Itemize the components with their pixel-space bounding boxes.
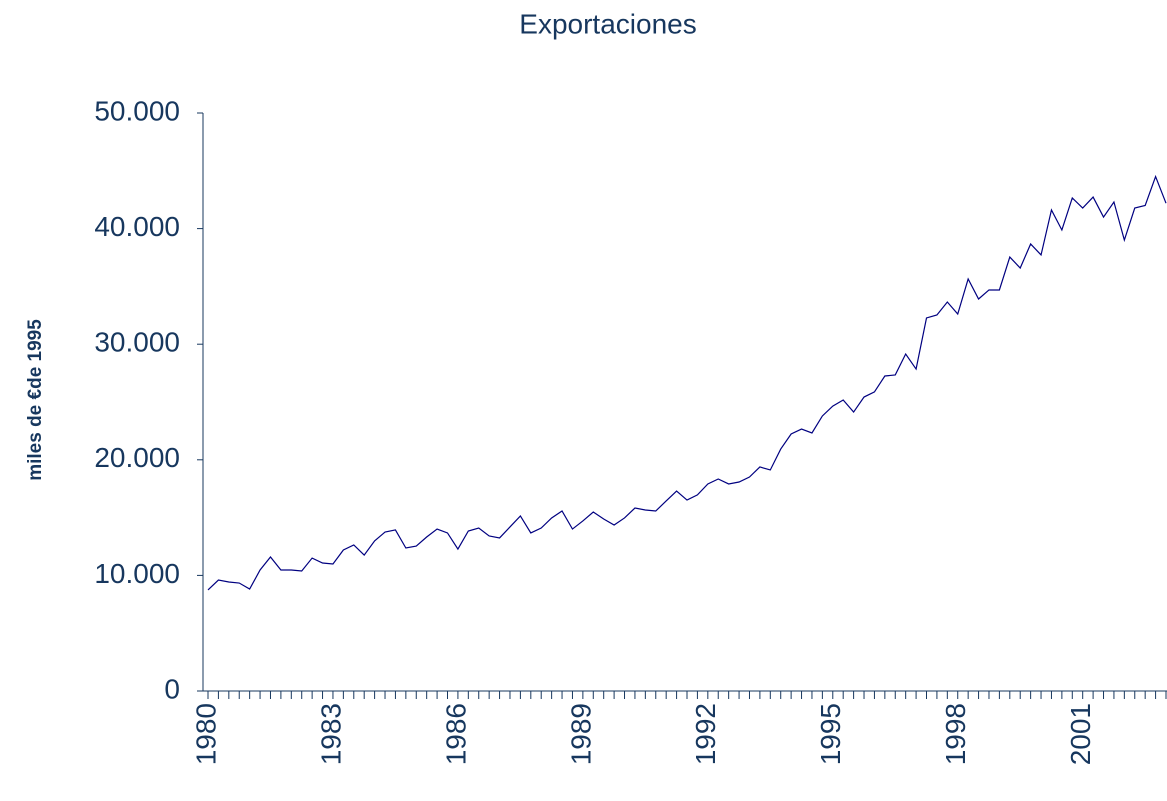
x-tick-label: 1989 <box>565 703 596 765</box>
x-tick-label: 2001 <box>1065 703 1096 765</box>
chart-title: Exportaciones <box>519 8 696 39</box>
y-tick-label: 50.000 <box>94 95 180 126</box>
x-tick-label: 1983 <box>315 703 346 765</box>
y-axis-label: miles de €de 1995 <box>25 319 46 481</box>
x-tick-label: 1998 <box>940 703 971 765</box>
x-tick-label: 1980 <box>190 703 221 765</box>
x-tick-label: 1992 <box>690 703 721 765</box>
y-tick-label: 40.000 <box>94 211 180 242</box>
y-tick-label: 20.000 <box>94 442 180 473</box>
y-tick-label: 30.000 <box>94 327 180 358</box>
series-line <box>207 174 1167 591</box>
y-tick-label: 10.000 <box>94 558 180 589</box>
x-tick-label: 1986 <box>440 703 471 765</box>
x-tick-label: 1995 <box>815 703 846 765</box>
y-tick-label: 0 <box>164 673 180 704</box>
